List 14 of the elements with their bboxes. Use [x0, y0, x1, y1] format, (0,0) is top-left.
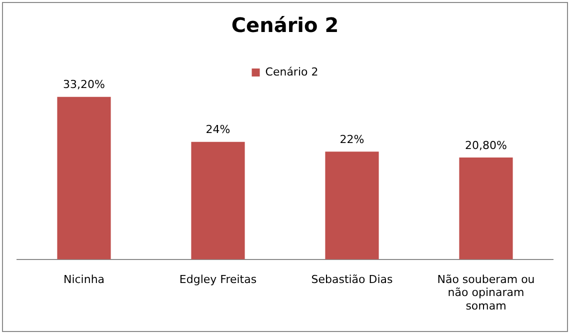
data-label: 22%	[340, 133, 364, 146]
bar	[325, 152, 379, 260]
data-label: 24%	[206, 123, 230, 136]
data-label: 20,80%	[465, 138, 507, 152]
x-tick-label: Não souberam ou não opinaram somam	[437, 272, 535, 312]
legend-label: Cenário 2	[265, 65, 318, 78]
bar	[191, 142, 245, 260]
x-tick-label: Sebastião Dias	[311, 272, 394, 286]
chart-title: Cenário 2	[231, 13, 339, 38]
x-tick-label: Nicinha	[63, 272, 105, 286]
x-tick-label: Edgley Freitas	[179, 272, 257, 286]
data-label: 33,20%	[63, 78, 105, 92]
bar	[57, 96, 111, 260]
bar	[459, 158, 513, 260]
